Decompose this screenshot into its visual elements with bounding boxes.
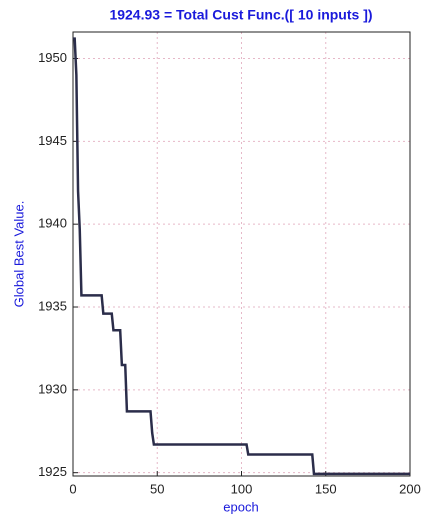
y-tick-label: 1930 bbox=[38, 381, 67, 396]
y-axis-label: Global Best Value. bbox=[11, 201, 26, 308]
x-axis-label: epoch bbox=[223, 499, 258, 514]
x-tick-label: 50 bbox=[150, 481, 164, 496]
y-tick-label: 1945 bbox=[38, 133, 67, 148]
x-tick-label: 200 bbox=[399, 481, 421, 496]
y-tick-label: 1950 bbox=[38, 50, 67, 65]
y-tick-label: 1940 bbox=[38, 216, 67, 231]
line bbox=[73, 37, 410, 476]
chart-title: 1924.93 = Total Cust Func.([ 10 inputs ]… bbox=[109, 7, 372, 23]
y-tick-label: 1925 bbox=[38, 464, 67, 479]
plot-frame bbox=[72, 31, 411, 477]
x-tick-label: 100 bbox=[231, 481, 253, 496]
y-tick-label: 1935 bbox=[38, 298, 67, 313]
x-tick-label: 0 bbox=[69, 481, 76, 496]
x-tick-label: 150 bbox=[315, 481, 337, 496]
